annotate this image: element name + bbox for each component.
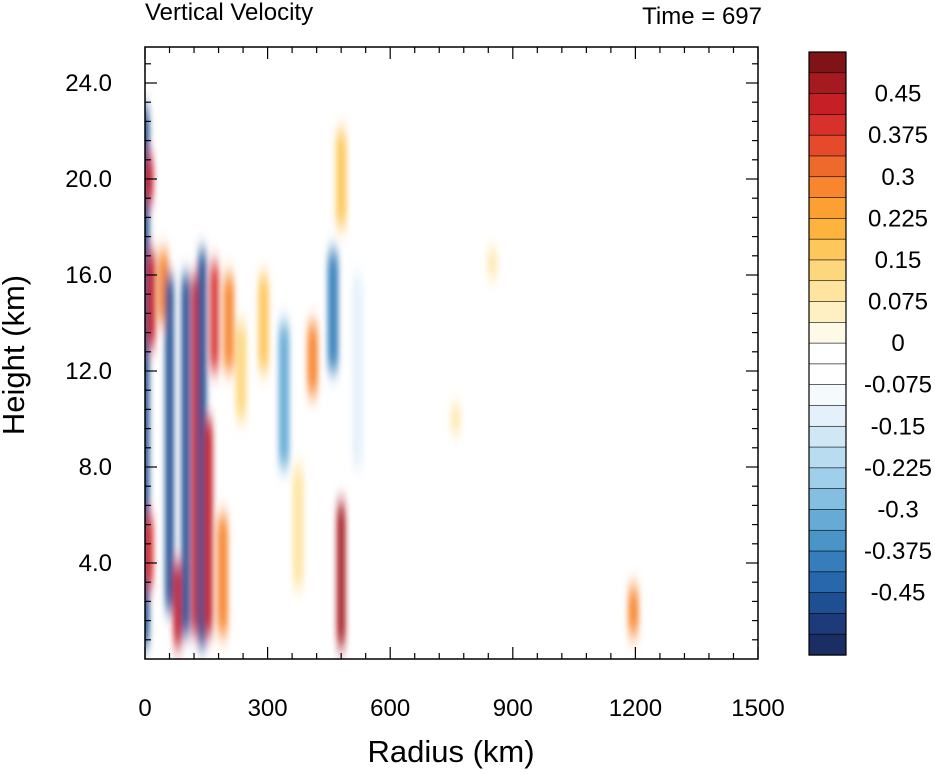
colorbar-label-4: 0.15 — [875, 247, 922, 274]
colorbar-labels: 0.45 0.375 0.3 0.225 0.15 0.075 0 -0.075 -0.15 -0… — [864, 81, 932, 607]
colorbar-swatch-28 — [808, 633, 847, 656]
velocity-feature-16 — [278, 323, 290, 467]
colorbar-swatch-8 — [808, 218, 847, 240]
velocity-feature-15 — [258, 275, 270, 371]
colorbar-swatch-16 — [808, 384, 847, 407]
plot-background — [145, 47, 758, 659]
velocity-feature-2 — [145, 515, 154, 587]
colorbar-label-0: 0.45 — [875, 81, 922, 108]
velocity-feature-0 — [145, 107, 150, 647]
velocity-feature-5 — [165, 275, 175, 611]
colorbar-swatch-18 — [808, 425, 847, 448]
y-tick-label-5: 24.0 — [65, 70, 112, 97]
colorbar-swatch-17 — [808, 405, 847, 427]
colorbar-swatch-13 — [808, 322, 847, 344]
velocity-feature-12 — [217, 515, 229, 635]
colorbar-swatch-25 — [808, 571, 847, 594]
colorbar-label-2: 0.3 — [881, 164, 914, 191]
velocity-feature-14 — [235, 323, 247, 419]
velocity-feature-23 — [450, 407, 462, 431]
colorbar-swatch-0 — [808, 51, 847, 74]
x-axis-label: Radius (km) — [367, 734, 534, 769]
colorbar-swatch-9 — [808, 238, 847, 261]
colorbar-swatch-5 — [808, 155, 847, 178]
velocity-feature-19 — [327, 251, 339, 371]
y-tick-label-1: 8.0 — [79, 454, 112, 481]
colorbar-swatch-12 — [808, 301, 847, 323]
colorbar-swatch-10 — [808, 259, 847, 282]
plot-area — [144, 46, 759, 660]
colorbar-label-7: -0.075 — [864, 372, 932, 399]
colorbar-swatch-22 — [808, 509, 847, 531]
y-axis-label: Height (km) — [0, 275, 31, 435]
velocity-feature-21 — [335, 131, 347, 227]
plot-frame — [144, 46, 759, 660]
colorbar-frame — [808, 51, 847, 656]
velocity-feature-10 — [203, 419, 213, 635]
colorbar-label-11: -0.375 — [864, 538, 932, 565]
velocity-feature-7 — [181, 275, 191, 635]
x-tick-label-5: 1500 — [731, 695, 784, 722]
colorbar-label-6: 0 — [891, 330, 904, 357]
colorbar-swatch-26 — [808, 592, 847, 615]
colorbar-swatch-19 — [808, 446, 847, 469]
velocity-feature-11 — [209, 263, 219, 371]
x-tick-labels: 0 300 600 900 1200 1500 — [138, 695, 784, 722]
colorbar-swatch-21 — [808, 488, 847, 511]
colorbar-swatch-3 — [808, 114, 847, 136]
colorbar-swatch-6 — [808, 176, 847, 199]
y-tick-label-0: 4.0 — [79, 550, 112, 577]
colorbar-label-8: -0.15 — [871, 413, 926, 440]
colorbar-swatch-2 — [808, 93, 847, 115]
time-label: Time = 697 — [642, 3, 762, 30]
velocity-feature-17 — [292, 467, 304, 587]
x-tick-label-1: 300 — [248, 695, 288, 722]
x-tick-label-4: 1200 — [609, 695, 662, 722]
y-tick-label-3: 16.0 — [65, 262, 112, 289]
colorbar-swatch-4 — [808, 134, 847, 157]
colorbar-swatch-1 — [808, 72, 847, 95]
x-tick-label-2: 600 — [370, 695, 410, 722]
colorbar-swatch-23 — [808, 529, 847, 552]
velocity-feature-6 — [173, 563, 183, 647]
colorbar-label-10: -0.3 — [877, 496, 918, 523]
colorbar-label-1: 0.375 — [868, 122, 928, 149]
colorbar-swatch-15 — [808, 363, 847, 386]
y-tick-labels: 4.0 8.0 12.0 16.0 20.0 24.0 — [65, 70, 112, 577]
chart-title: Vertical Velocity — [145, 0, 313, 26]
velocity-feature-25 — [627, 587, 639, 635]
y-tick-label-4: 20.0 — [65, 166, 112, 193]
colorbar-swatch-14 — [808, 342, 847, 365]
axis-ticks — [144, 47, 759, 659]
colorbar-swatch-7 — [808, 197, 847, 219]
x-tick-label-3: 900 — [493, 695, 533, 722]
colorbar-swatch-27 — [808, 613, 847, 635]
velocity-feature-20 — [336, 503, 346, 647]
colorbar-swatch-20 — [808, 467, 847, 490]
colorbar-label-5: 0.075 — [868, 289, 928, 316]
colorbar-label-12: -0.45 — [871, 580, 926, 607]
velocity-feature-13 — [223, 275, 235, 371]
colorbar-swatch-11 — [808, 280, 847, 303]
x-tick-label-0: 0 — [138, 695, 151, 722]
velocity-feature-24 — [486, 251, 498, 275]
velocity-feature-22 — [352, 275, 364, 467]
colorbar-label-3: 0.225 — [868, 205, 928, 232]
velocity-feature-18 — [307, 323, 319, 395]
colorbar-label-9: -0.225 — [864, 455, 932, 482]
colorbar-swatch-24 — [808, 550, 847, 573]
colorbar — [808, 51, 847, 656]
y-tick-label-2: 12.0 — [65, 358, 112, 385]
